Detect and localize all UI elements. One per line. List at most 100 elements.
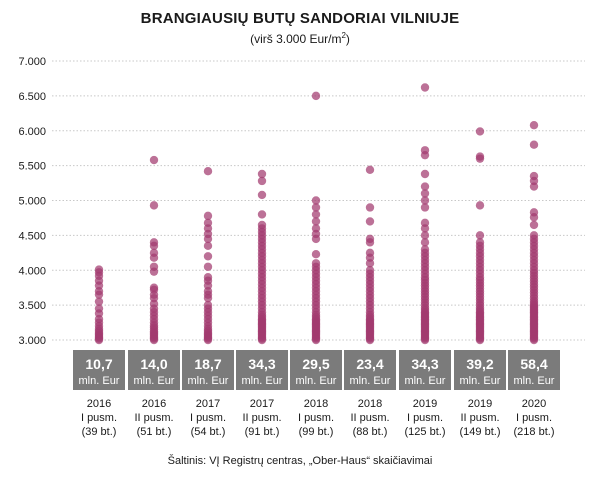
- value-box: [73, 350, 125, 390]
- value-box: [344, 350, 396, 390]
- data-point: [420, 238, 430, 247]
- data-point: [311, 217, 321, 226]
- x-label-year: 2018: [304, 398, 328, 410]
- value-box: [182, 350, 234, 390]
- y-tick-label: 4.500: [18, 230, 46, 242]
- data-point: [529, 171, 539, 181]
- value-box: [236, 350, 288, 390]
- data-point: [203, 252, 213, 261]
- data-point: [365, 266, 375, 275]
- value-box: [399, 350, 451, 390]
- unit-label: mln. Eur: [134, 375, 175, 387]
- x-label-year: 2020: [522, 398, 546, 410]
- x-label-half: II pusm.: [350, 412, 389, 424]
- unit-label: mln. Eur: [242, 375, 283, 387]
- data-point: [311, 91, 321, 101]
- data-point: [311, 210, 321, 219]
- data-point: [311, 250, 321, 259]
- data-point: [475, 201, 485, 210]
- x-label-half: I pusm.: [190, 412, 226, 424]
- data-point: [203, 211, 213, 221]
- x-label-count: (51 bt.): [137, 426, 172, 438]
- unit-label: mln. Eur: [514, 375, 555, 387]
- x-label-count: (218 bt.): [514, 426, 555, 438]
- data-point: [420, 218, 430, 228]
- y-tick-label: 6.500: [18, 91, 46, 103]
- x-label-count: (54 bt.): [191, 426, 226, 438]
- source-note: Šaltinis: VĮ Registrų centras, „Ober-Hau…: [167, 455, 433, 467]
- value-box: [508, 350, 560, 390]
- data-point: [203, 262, 213, 271]
- data-point: [475, 152, 485, 161]
- data-point: [475, 238, 485, 247]
- x-label-count: (39 bt.): [82, 426, 117, 438]
- data-point: [420, 245, 430, 254]
- x-label-half: II pusm.: [134, 412, 173, 424]
- unit-label: mln. Eur: [296, 375, 337, 387]
- value-label: 34,3: [248, 356, 275, 372]
- data-point: [420, 196, 430, 205]
- data-point: [203, 218, 213, 228]
- value-label: 29,5: [302, 356, 329, 372]
- x-label-year: 2019: [413, 398, 437, 410]
- data-point: [529, 231, 539, 240]
- x-label-year: 2016: [87, 398, 111, 410]
- y-tick-label: 7.000: [18, 56, 46, 68]
- x-label-year: 2017: [250, 398, 274, 410]
- value-label: 23,4: [356, 356, 383, 372]
- x-label-half: I pusm.: [298, 412, 334, 424]
- x-label-count: (149 bt.): [460, 426, 501, 438]
- y-tick-label: 6.000: [18, 126, 46, 138]
- data-point: [529, 220, 539, 230]
- data-point: [94, 265, 104, 274]
- x-label-count: (91 bt.): [245, 426, 280, 438]
- value-label: 34,3: [411, 356, 438, 372]
- data-point: [475, 127, 485, 136]
- value-box: [454, 350, 506, 390]
- y-tick-label: 3.500: [18, 300, 46, 312]
- data-point: [257, 169, 267, 179]
- x-label-half: I pusm.: [81, 412, 117, 424]
- y-tick-label: 5.500: [18, 161, 46, 173]
- subtitle-superscript: 2: [341, 31, 346, 40]
- data-point: [529, 208, 539, 217]
- data-points: [94, 83, 539, 345]
- data-point: [149, 262, 159, 271]
- x-label-count: (125 bt.): [405, 426, 446, 438]
- value-label: 18,7: [194, 356, 221, 372]
- subtitle-suffix: ): [345, 32, 350, 46]
- data-point: [203, 167, 213, 176]
- y-tick-label: 3.000: [18, 335, 46, 347]
- data-point: [149, 155, 159, 165]
- data-point: [529, 120, 539, 130]
- y-axis-ticks: 7.000 6.500 6.000 5.500 5.000 4.500 4.000 3.500…: [18, 56, 46, 347]
- x-label-half: II pusm.: [242, 412, 281, 424]
- data-point: [257, 210, 267, 219]
- value-label: 58,4: [520, 356, 547, 372]
- data-point: [203, 300, 213, 310]
- value-box: [290, 350, 342, 390]
- value-label: 10,7: [85, 356, 112, 372]
- data-point: [420, 83, 430, 92]
- y-tick-label: 5.000: [18, 196, 46, 208]
- chart-subtitle: (virš 3.000 Eur/m2): [0, 31, 600, 46]
- unit-label: mln. Eur: [79, 375, 120, 387]
- data-point: [257, 220, 267, 230]
- data-point: [365, 203, 375, 212]
- x-label-count: (88 bt.): [353, 426, 388, 438]
- data-point: [311, 196, 321, 205]
- data-point: [420, 182, 430, 191]
- data-point: [149, 248, 159, 258]
- data-point: [149, 238, 159, 247]
- data-point: [311, 259, 321, 268]
- value-boxes: 10,7 mln. Eur 14,0 mln. Eur 18,7 mln. Eur 34,3…: [73, 350, 560, 390]
- data-point: [94, 304, 104, 313]
- unit-label: mln. Eur: [460, 375, 501, 387]
- x-label-year: 2017: [196, 398, 220, 410]
- x-label-half: I pusm.: [516, 412, 552, 424]
- data-point: [94, 297, 104, 306]
- data-point: [420, 189, 430, 198]
- data-point: [420, 231, 430, 240]
- data-point: [257, 190, 267, 200]
- subtitle-prefix: (virš 3.000 Eur/m: [250, 32, 342, 46]
